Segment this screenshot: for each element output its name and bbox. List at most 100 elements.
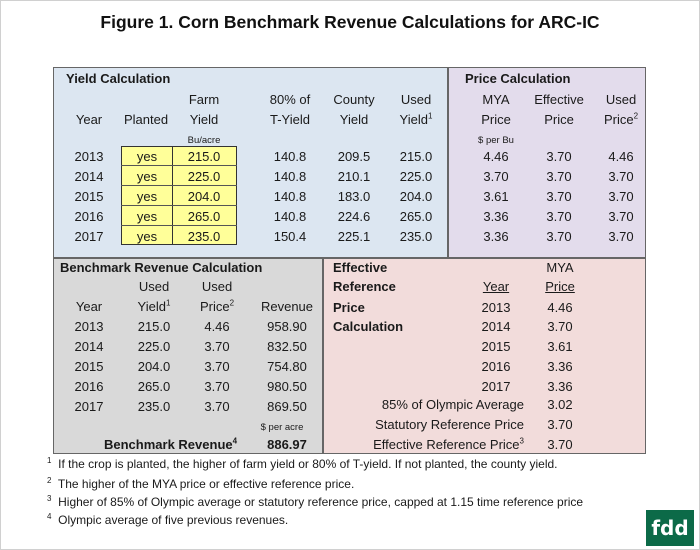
mya-price-cell: 3.36 [483,209,509,224]
farm-yield-cell: 235.0 [187,229,221,244]
used-yield-header-1: Used [138,279,170,294]
used-price-cell: 3.70 [608,189,634,204]
revenue-cell: 958.90 [267,319,307,334]
county-yield-cell: 225.1 [337,229,371,244]
used-price-cell: 4.46 [204,319,230,334]
footnote-3: 3 Higher of 85% of Olympic average or st… [47,494,584,510]
mya-price-cell: 3.70 [483,169,509,184]
ref-label-reference: Reference [333,279,396,294]
year-cell: 2015 [74,189,104,204]
ref-label-calculation: Calculation [333,319,404,334]
used-price-header-2: Price2 [603,111,639,127]
used-price-cell: 3.70 [204,379,230,394]
farm-yield-header-1: Farm [188,92,220,107]
effective-reference-price-value: 3.70 [547,437,573,452]
t-yield-cell: 140.8 [273,209,307,224]
revenue-cell: 832.50 [267,339,307,354]
farm-yield-header-2: Yield [189,112,219,127]
used-yield-cell: 204.0 [399,189,433,204]
used-yield-cell: 225.0 [137,339,171,354]
revenue-unit-label: $ per acre [260,422,304,433]
effective-price-header-1: Effective [534,92,584,107]
effective-price-cell: 3.70 [546,189,572,204]
used-yield-cell: 265.0 [137,379,171,394]
year-cell: 2014 [481,319,511,334]
effective-price-cell: 3.70 [546,229,572,244]
county-yield-cell: 224.6 [337,209,371,224]
fdd-logo: fdd [646,510,694,546]
planted-cell: yes [136,229,158,244]
effective-price-header-2: Price [544,112,574,127]
box-divider [121,205,237,206]
year-cell: 2013 [481,300,511,315]
used-yield-cell: 215.0 [137,319,171,334]
year-cell: 2017 [74,229,104,244]
year-cell: 2017 [74,399,104,414]
t-yield-cell: 140.8 [273,149,307,164]
t-yield-header-2: T-Yield [270,112,310,127]
mya-price-cell: 3.61 [547,339,573,354]
planted-cell: yes [136,149,158,164]
used-yield-header-2: Yield1 [137,298,171,314]
used-price-cell: 3.70 [608,209,634,224]
effective-reference-price-label: Effective Reference Price3 [373,436,524,452]
figure-title: Figure 1. Corn Benchmark Revenue Calcula… [100,12,600,32]
used-price-cell: 3.70 [204,399,230,414]
county-yield-cell: 209.5 [337,149,371,164]
used-price-cell: 3.70 [204,359,230,374]
revenue-cell: 980.50 [267,379,307,394]
effective-price-cell: 3.70 [546,169,572,184]
farm-yield-cell: 204.0 [187,189,221,204]
year-cell: 2016 [74,379,104,394]
benchmark-heading: Benchmark Revenue Calculation [60,260,263,275]
farm-yield-cell: 225.0 [187,169,221,184]
mya-price-cell: 3.36 [547,359,573,374]
revenue-cell: 754.80 [267,359,307,374]
used-price-header-1: Used [605,92,637,107]
mya-price-header-2: Price [481,112,511,127]
mya-price-cell: 4.46 [547,300,573,315]
yield-calculation-panel: Yield Calculation Farm 80% of County Use… [53,67,448,258]
county-yield-cell: 183.0 [337,189,371,204]
t-yield-header-1: 80% of [269,92,311,107]
year-cell: 2016 [74,209,104,224]
t-yield-cell: 140.8 [273,189,307,204]
year-header: Year [75,112,103,127]
county-yield-header-2: Yield [339,112,369,127]
footnote-1: 1 If the crop is planted, the higher of … [47,456,558,472]
used-yield-cell: 225.0 [399,169,433,184]
used-yield-cell: 235.0 [137,399,171,414]
mya-price-cell: 4.46 [483,149,509,164]
price-heading: Price Calculation [465,71,571,86]
yield-unit-label: Bu/acre [187,135,221,146]
year-header: Year [75,299,103,314]
statutory-reference-price-value: 3.70 [547,417,573,432]
planted-cell: yes [136,189,158,204]
mya-price-header-1: MYA [482,92,510,107]
year-cell: 2014 [74,339,104,354]
year-cell: 2017 [481,379,511,394]
planted-cell: yes [136,169,158,184]
mya-price-cell: 3.36 [483,229,509,244]
effective-reference-price-panel: Effective Reference Price Calculation MY… [323,258,646,454]
year-cell: 2013 [74,319,104,334]
revenue-header: Revenue [260,299,314,314]
effective-price-cell: 3.70 [546,149,572,164]
box-divider [121,185,237,186]
benchmark-revenue-label: Benchmark Revenue4 [104,436,238,452]
used-price-header-2: Price2 [199,298,235,314]
year-cell: 2014 [74,169,104,184]
price-unit-label: $ per Bu [478,135,514,146]
price-calculation-panel: Price Calculation MYA Effective Used Pri… [448,67,646,258]
mya-price-cell: 3.70 [547,319,573,334]
year-cell: 2013 [74,149,104,164]
used-yield-cell: 265.0 [399,209,433,224]
mya-price-cell: 3.36 [547,379,573,394]
ref-mya-header-2: Price [545,279,575,294]
year-cell: 2015 [481,339,511,354]
yield-heading: Yield Calculation [66,71,171,86]
statutory-reference-price-label: Statutory Reference Price [375,417,524,432]
used-price-cell: 3.70 [204,339,230,354]
benchmark-revenue-panel: Benchmark Revenue Calculation Used Used … [53,258,323,454]
used-yield-cell: 235.0 [399,229,433,244]
